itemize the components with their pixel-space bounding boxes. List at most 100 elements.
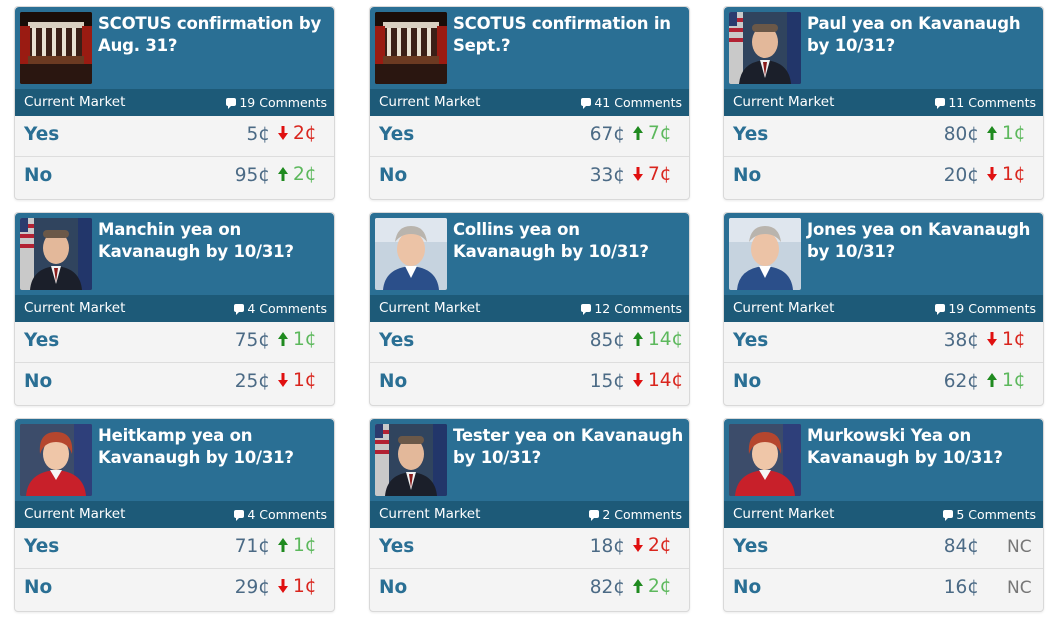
market-thumbnail[interactable] xyxy=(729,424,801,496)
price-change: 1¢ xyxy=(986,370,1026,391)
market-header[interactable]: Jones yea on Kavanaugh by 10/31? xyxy=(724,213,1043,295)
outcome-row-no[interactable]: No 62¢ 1¢ xyxy=(724,363,1043,403)
market-header[interactable]: Paul yea on Kavanaugh by 10/31? xyxy=(724,7,1043,89)
market-status-bar: Current Market 19 Comments xyxy=(15,89,334,116)
arrow-down-icon xyxy=(986,331,998,347)
market-header[interactable]: SCOTUS confirmation in Sept.? xyxy=(370,7,689,89)
market-thumbnail[interactable] xyxy=(20,424,92,496)
market-status-bar: Current Market 41 Comments xyxy=(370,89,689,116)
market-thumbnail[interactable] xyxy=(20,12,92,84)
outcome-row-no[interactable]: No 25¢ 1¢ xyxy=(15,363,334,403)
comments-link[interactable]: 4 Comments xyxy=(234,507,327,522)
arrow-down-icon xyxy=(632,537,644,553)
market-thumbnail[interactable] xyxy=(729,12,801,84)
price-change: 1¢ xyxy=(277,576,317,597)
market-status-bar: Current Market 2 Comments xyxy=(370,501,689,528)
outcome-label: No xyxy=(733,165,762,186)
outcome-price: 85¢ xyxy=(589,330,625,351)
comments-count: 41 Comments xyxy=(594,95,682,110)
price-change-value: 1¢ xyxy=(1002,370,1026,391)
market-status-bar: Current Market 19 Comments xyxy=(724,295,1043,322)
market-thumbnail[interactable] xyxy=(375,218,447,290)
market-title[interactable]: Heitkamp yea on Kavanaugh by 10/31? xyxy=(98,426,294,467)
price-change-value: 2¢ xyxy=(293,164,317,185)
market-thumbnail[interactable] xyxy=(729,218,801,290)
market-card: SCOTUS confirmation in Sept.? Current Mar… xyxy=(369,6,690,200)
market-header[interactable]: Murkowski Yea on Kavanaugh by 10/31? xyxy=(724,419,1043,501)
market-header[interactable]: Collins yea on Kavanaugh by 10/31? xyxy=(370,213,689,295)
outcome-row-no[interactable]: No 33¢ 7¢ xyxy=(370,157,689,197)
arrow-down-icon xyxy=(632,372,644,388)
outcome-row-yes[interactable]: Yes 75¢ 1¢ xyxy=(15,322,334,363)
outcome-price: 25¢ xyxy=(234,371,270,392)
outcome-row-no[interactable]: No 82¢ 2¢ xyxy=(370,569,689,609)
comments-link[interactable]: 19 Comments xyxy=(935,301,1036,316)
comments-link[interactable]: 4 Comments xyxy=(234,301,327,316)
price-change: 1¢ xyxy=(986,164,1026,185)
market-title[interactable]: Paul yea on Kavanaugh by 10/31? xyxy=(807,14,1021,55)
outcome-price: 5¢ xyxy=(246,124,270,145)
outcome-price: 80¢ xyxy=(943,124,979,145)
price-change: 14¢ xyxy=(632,370,683,391)
outcome-price: 20¢ xyxy=(943,165,979,186)
price-change: NC xyxy=(1007,537,1032,557)
market-status-bar: Current Market 12 Comments xyxy=(370,295,689,322)
comment-icon xyxy=(581,304,592,315)
comments-link[interactable]: 41 Comments xyxy=(581,95,682,110)
outcome-row-yes[interactable]: Yes 18¢ 2¢ xyxy=(370,528,689,569)
outcome-label: Yes xyxy=(379,536,415,557)
comments-link[interactable]: 19 Comments xyxy=(226,95,327,110)
market-title[interactable]: Tester yea on Kavanaugh by 10/31? xyxy=(453,426,684,467)
comments-link[interactable]: 12 Comments xyxy=(581,301,682,316)
market-header[interactable]: SCOTUS confirmation by Aug. 31? xyxy=(15,7,334,89)
market-title[interactable]: Collins yea on Kavanaugh by 10/31? xyxy=(453,220,649,261)
outcome-row-yes[interactable]: Yes 5¢ 2¢ xyxy=(15,116,334,157)
comments-count: 19 Comments xyxy=(239,95,327,110)
market-header[interactable]: Tester yea on Kavanaugh by 10/31? xyxy=(370,419,689,501)
outcome-row-no[interactable]: No 95¢ 2¢ xyxy=(15,157,334,197)
current-market-label: Current Market xyxy=(733,300,835,316)
market-title[interactable]: Murkowski Yea on Kavanaugh by 10/31? xyxy=(807,426,1003,467)
price-change: 14¢ xyxy=(632,329,683,350)
outcome-label: Yes xyxy=(24,124,60,145)
outcome-label: Yes xyxy=(24,330,60,351)
arrow-down-icon xyxy=(277,578,289,594)
arrow-up-icon xyxy=(277,166,289,182)
current-market-label: Current Market xyxy=(733,94,835,110)
market-title[interactable]: Jones yea on Kavanaugh by 10/31? xyxy=(807,220,1031,261)
market-title[interactable]: SCOTUS confirmation in Sept.? xyxy=(453,14,671,55)
market-thumbnail[interactable] xyxy=(20,218,92,290)
comments-link[interactable]: 2 Comments xyxy=(589,507,682,522)
arrow-down-icon xyxy=(277,125,289,141)
price-change: 2¢ xyxy=(632,576,672,597)
outcome-row-no[interactable]: No 16¢ NC xyxy=(724,569,1043,609)
outcome-row-yes[interactable]: Yes 67¢ 7¢ xyxy=(370,116,689,157)
comments-count: 12 Comments xyxy=(594,301,682,316)
comment-icon xyxy=(226,98,237,109)
comments-count: 11 Comments xyxy=(948,95,1036,110)
comments-count: 4 Comments xyxy=(247,301,327,316)
market-title[interactable]: Manchin yea on Kavanaugh by 10/31? xyxy=(98,220,294,261)
outcome-row-no[interactable]: No 29¢ 1¢ xyxy=(15,569,334,609)
outcome-row-no[interactable]: No 20¢ 1¢ xyxy=(724,157,1043,197)
outcome-row-yes[interactable]: Yes 80¢ 1¢ xyxy=(724,116,1043,157)
outcome-price: 15¢ xyxy=(589,371,625,392)
market-header[interactable]: Manchin yea on Kavanaugh by 10/31? xyxy=(15,213,334,295)
market-thumbnail[interactable] xyxy=(375,424,447,496)
outcome-row-yes[interactable]: Yes 84¢ NC xyxy=(724,528,1043,569)
outcome-row-yes[interactable]: Yes 38¢ 1¢ xyxy=(724,322,1043,363)
market-thumbnail[interactable] xyxy=(375,12,447,84)
market-header[interactable]: Heitkamp yea on Kavanaugh by 10/31? xyxy=(15,419,334,501)
market-card: Collins yea on Kavanaugh by 10/31? Curren… xyxy=(369,212,690,406)
outcome-price: 18¢ xyxy=(589,536,625,557)
market-title[interactable]: SCOTUS confirmation by Aug. 31? xyxy=(98,14,321,55)
outcome-row-no[interactable]: No 15¢ 14¢ xyxy=(370,363,689,403)
market-card: Manchin yea on Kavanaugh by 10/31? Curren… xyxy=(14,212,335,406)
outcome-price: 71¢ xyxy=(234,536,270,557)
outcome-row-yes[interactable]: Yes 71¢ 1¢ xyxy=(15,528,334,569)
comments-link[interactable]: 11 Comments xyxy=(935,95,1036,110)
outcome-label: Yes xyxy=(733,330,769,351)
comments-link[interactable]: 5 Comments xyxy=(943,507,1036,522)
outcome-row-yes[interactable]: Yes 85¢ 14¢ xyxy=(370,322,689,363)
outcome-label: No xyxy=(733,577,762,598)
